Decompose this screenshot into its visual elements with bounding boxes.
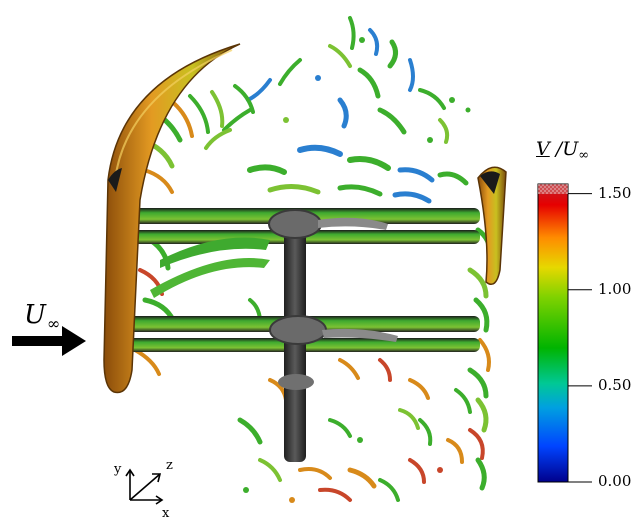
left-blade bbox=[103, 43, 241, 394]
colorbar-title-denominator: U bbox=[562, 138, 579, 160]
right-blade-tip-vortices bbox=[446, 227, 493, 491]
coordinate-triad bbox=[125, 468, 164, 505]
axis-label-y: y bbox=[114, 462, 122, 477]
axis-label-x: x bbox=[162, 506, 170, 521]
inflow-velocity-label: U∞ bbox=[24, 300, 61, 333]
right-blade bbox=[477, 166, 507, 285]
inflow-arrow bbox=[12, 326, 86, 356]
lower-vortex-cloud bbox=[237, 298, 443, 503]
axis-label-z: z bbox=[166, 458, 173, 473]
central-shaft bbox=[268, 209, 398, 462]
inflow-subscript: ∞ bbox=[46, 314, 61, 333]
colorbar-title: V /U∞ bbox=[536, 138, 590, 163]
colorbar bbox=[537, 183, 592, 483]
upper-vortex-cloud bbox=[204, 16, 471, 204]
colorbar-tick-label: 1.00 bbox=[598, 279, 632, 298]
colorbar-tick-label: 0.50 bbox=[598, 375, 632, 394]
colorbar-tick-label: 1.50 bbox=[598, 183, 632, 202]
inflow-symbol: U bbox=[24, 300, 46, 330]
colorbar-title-sep: / bbox=[549, 138, 563, 160]
colorbar-title-numerator: V bbox=[536, 138, 550, 160]
colorbar-title-sub: ∞ bbox=[578, 148, 590, 163]
colorbar-tick-label: 0.00 bbox=[598, 472, 632, 490]
